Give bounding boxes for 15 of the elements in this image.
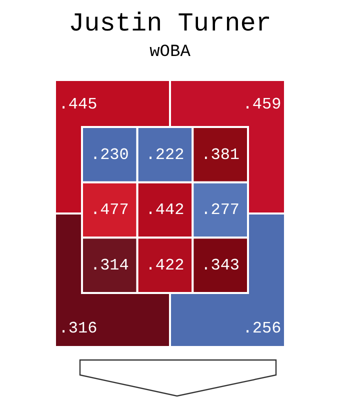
chart-subtitle: wOBA (150, 42, 192, 62)
data-label: .442 (146, 201, 184, 220)
data-label: .230 (90, 146, 129, 164)
data-label: .256 (242, 320, 282, 338)
data-label: .445 (58, 95, 98, 114)
data-label: .459 (242, 95, 282, 114)
data-label: .277 (201, 201, 240, 220)
data-label: .314 (90, 256, 129, 275)
data-label: .477 (90, 201, 129, 220)
data-label: .422 (146, 256, 184, 275)
data-label: .343 (201, 256, 240, 275)
chart-title: Justin Turner (68, 8, 272, 38)
data-label: .222 (146, 146, 184, 164)
data-label: .316 (58, 320, 98, 338)
data-label: .381 (201, 146, 240, 164)
